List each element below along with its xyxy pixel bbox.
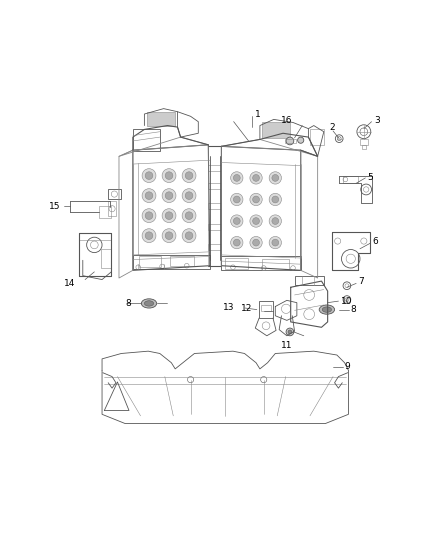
Circle shape [288,330,292,334]
Bar [208,182,221,189]
Text: 10: 10 [341,297,352,305]
Bar [108,201,116,216]
Circle shape [165,232,173,239]
Circle shape [162,189,176,203]
Bar [310,130,324,145]
Ellipse shape [141,299,157,308]
Bar [262,123,290,138]
Circle shape [272,239,279,246]
Ellipse shape [145,301,154,306]
Circle shape [269,237,282,249]
Circle shape [253,239,259,246]
Bar [221,256,301,270]
Bar [208,165,221,171]
Bar [225,258,248,269]
Bar [361,145,366,149]
Bar [208,203,221,209]
Circle shape [231,172,243,184]
Bar [208,244,221,251]
Circle shape [250,237,262,249]
Bar [147,112,175,126]
Bar [285,139,296,143]
Circle shape [272,196,279,203]
Circle shape [286,328,294,336]
Circle shape [269,193,282,206]
Circle shape [165,212,173,220]
Circle shape [162,209,176,223]
Circle shape [185,212,193,220]
Bar [79,233,111,239]
Circle shape [162,229,176,243]
Ellipse shape [322,307,332,312]
Circle shape [182,189,196,203]
Bar [208,224,221,230]
Circle shape [145,172,153,180]
Circle shape [253,174,259,181]
Circle shape [250,172,262,184]
Circle shape [142,229,156,243]
Circle shape [145,192,153,199]
Circle shape [272,217,279,224]
Circle shape [142,209,156,223]
Text: 8: 8 [351,305,357,314]
Text: 15: 15 [49,202,60,211]
Circle shape [142,168,156,182]
Text: 9: 9 [345,362,350,371]
Circle shape [269,215,282,227]
Text: 2: 2 [329,123,335,132]
Bar [133,255,210,269]
Circle shape [231,237,243,249]
Bar [343,176,358,182]
Circle shape [185,232,193,239]
Circle shape [269,172,282,184]
Text: 6: 6 [372,237,378,246]
Bar [261,305,271,311]
Circle shape [182,168,196,182]
Circle shape [145,212,153,220]
Bar [294,276,324,285]
Bar [139,256,161,267]
Bar [259,301,273,318]
Circle shape [185,192,193,199]
Text: 13: 13 [223,303,234,312]
Circle shape [142,189,156,203]
Circle shape [233,217,240,224]
Text: 7: 7 [358,277,364,286]
Bar [170,256,194,266]
Circle shape [253,217,259,224]
Circle shape [233,239,240,246]
Circle shape [162,168,176,182]
Text: 16: 16 [281,116,293,125]
Text: 11: 11 [281,341,292,350]
Bar [262,259,289,270]
Circle shape [185,172,193,180]
Text: 1: 1 [254,110,260,119]
Circle shape [182,209,196,223]
Text: 12: 12 [241,304,252,313]
Circle shape [231,193,243,206]
Bar [360,139,367,145]
Bar [100,249,111,268]
Circle shape [233,196,240,203]
Circle shape [165,192,173,199]
Circle shape [286,137,294,145]
Circle shape [272,174,279,181]
Circle shape [233,174,240,181]
Circle shape [182,229,196,243]
Circle shape [253,196,259,203]
Text: 5: 5 [367,173,374,182]
Text: 14: 14 [64,279,75,288]
Bar [133,130,160,151]
Circle shape [231,215,243,227]
Ellipse shape [319,305,335,314]
Text: 3: 3 [374,116,380,125]
Text: 8: 8 [125,299,131,308]
Circle shape [298,137,304,143]
Circle shape [145,232,153,239]
Circle shape [165,172,173,180]
Circle shape [250,215,262,227]
Circle shape [250,193,262,206]
Bar [108,189,120,199]
Bar [99,206,110,218]
